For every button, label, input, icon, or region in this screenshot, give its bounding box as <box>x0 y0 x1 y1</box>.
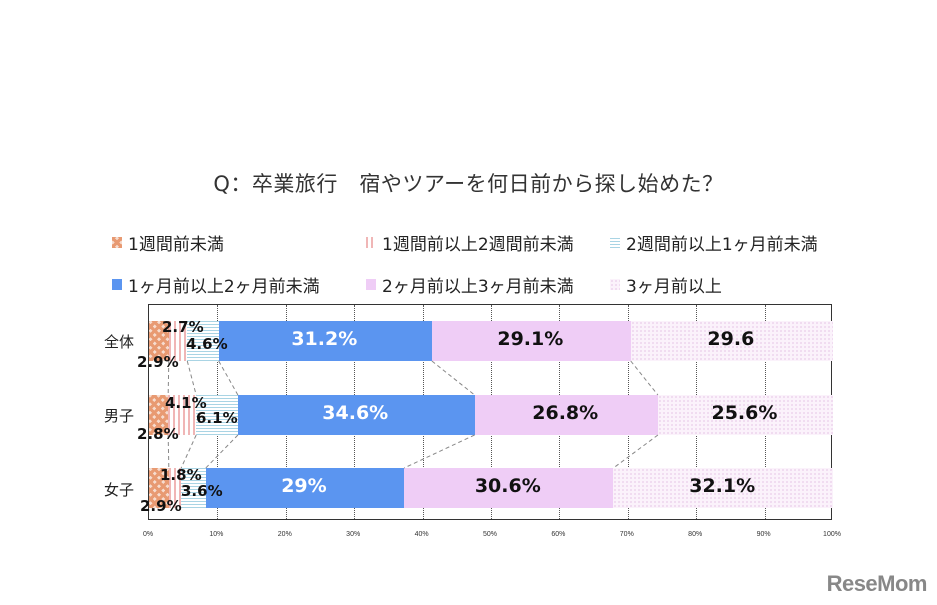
value-label: 29.1% <box>497 328 564 350</box>
value-label: 2.9% <box>140 497 182 515</box>
x-tick-label: 100% <box>823 531 841 538</box>
value-label: 29.6 <box>707 328 755 350</box>
series-line <box>205 434 239 469</box>
bar-segment <box>196 395 238 435</box>
value-label: 6.1% <box>196 409 238 427</box>
legend-item-3-months-plus: 3ヶ月前以上 <box>610 272 722 297</box>
bar-segment <box>149 321 169 361</box>
series-line <box>186 360 197 396</box>
bar-segment <box>168 468 182 508</box>
series-line <box>613 434 659 469</box>
plot-area <box>148 304 833 520</box>
legend-label: 2ヶ月前以上3ヶ月前未満 <box>382 277 574 297</box>
x-tick-label: 60% <box>551 531 566 538</box>
bar-segment <box>237 395 475 435</box>
legend-item-1-to-2-weeks: 1週間前以上2週間前未満 <box>366 230 574 255</box>
category-label-all: 全体 <box>104 333 135 351</box>
solid-pink-swatch-icon <box>366 279 376 290</box>
value-label: 2.8% <box>137 425 179 443</box>
legend-item-1-to-2-months: 1ヶ月前以上2ヶ月前未満 <box>112 272 320 297</box>
series-line <box>180 434 197 469</box>
brand-logo: ReseMom <box>826 571 928 596</box>
legend-item-2-to-3-months: 2ヶ月前以上3ヶ月前未満 <box>366 272 574 297</box>
series-line <box>431 360 475 396</box>
checker-swatch-icon <box>112 237 122 248</box>
series-line <box>403 434 475 469</box>
legend-label: 1週間前以上2週間前未満 <box>382 235 574 255</box>
bar-female <box>149 468 833 508</box>
bar-segment <box>404 468 614 508</box>
bar-segment <box>149 395 169 435</box>
x-tick-label: 90% <box>756 531 771 538</box>
chart-title: Q：卒業旅行 宿やツアーを何日前から探し始めた？ <box>213 172 724 196</box>
dotted-swatch-icon <box>610 279 620 290</box>
bar-segment <box>187 321 219 361</box>
value-label: 4.6% <box>186 335 228 353</box>
bar-all <box>149 321 833 361</box>
value-label: 4.1% <box>165 394 207 412</box>
vertical-stripe-swatch-icon <box>366 237 376 248</box>
x-tick-label: 10% <box>209 531 224 538</box>
value-label: 26.8% <box>532 402 599 424</box>
bar-segment <box>657 395 833 435</box>
category-label-female: 女子 <box>104 481 135 499</box>
legend-item-under-1-week: 1週間前未満 <box>112 230 224 255</box>
bar-segment <box>168 395 197 435</box>
value-label: 30.6% <box>474 475 541 497</box>
value-label: 1.8% <box>160 466 202 484</box>
x-tick-label: 50% <box>482 531 498 538</box>
bar-segment <box>205 468 405 508</box>
bar-segment <box>431 321 631 361</box>
value-label: 2.7% <box>162 318 204 336</box>
value-label: 32.1% <box>689 475 756 497</box>
x-tick-label: 40% <box>414 531 429 538</box>
bar-segment <box>630 321 833 361</box>
legend-label: 1ヶ月前以上2ヶ月前未満 <box>128 277 320 297</box>
x-tick-label: 30% <box>346 531 361 538</box>
category-label-male: 男子 <box>104 407 135 425</box>
bar-male <box>149 395 833 435</box>
value-label: 29% <box>281 475 327 497</box>
bar-segment <box>474 395 658 435</box>
legend-label: 3ヶ月前以上 <box>626 277 722 297</box>
value-label: 25.6% <box>711 402 778 424</box>
bar-segment <box>181 468 206 508</box>
solid-blue-swatch-icon <box>112 279 122 290</box>
bar-segment <box>168 321 188 361</box>
bar-segment <box>613 468 833 508</box>
bar-segment <box>149 468 169 508</box>
bar-segment <box>218 321 432 361</box>
x-tick-label: 20% <box>277 531 292 538</box>
x-tick-label: 0% <box>142 531 154 538</box>
series-line <box>630 360 659 396</box>
x-tick-label: 70% <box>619 531 634 538</box>
value-label: 2.9% <box>137 353 179 371</box>
legend-label: 1週間前未満 <box>128 235 224 255</box>
series-line <box>218 360 239 396</box>
value-label: 31.2% <box>291 328 358 350</box>
value-label: 3.6% <box>181 482 223 500</box>
legend-item-2-weeks-to-1-month: 2週間前以上1ヶ月前未満 <box>610 230 818 255</box>
horizontal-stripe-swatch-icon <box>610 237 620 248</box>
legend-label: 2週間前以上1ヶ月前未満 <box>626 235 818 255</box>
value-label: 34.6% <box>322 402 389 424</box>
x-tick-label: 80% <box>688 531 703 538</box>
